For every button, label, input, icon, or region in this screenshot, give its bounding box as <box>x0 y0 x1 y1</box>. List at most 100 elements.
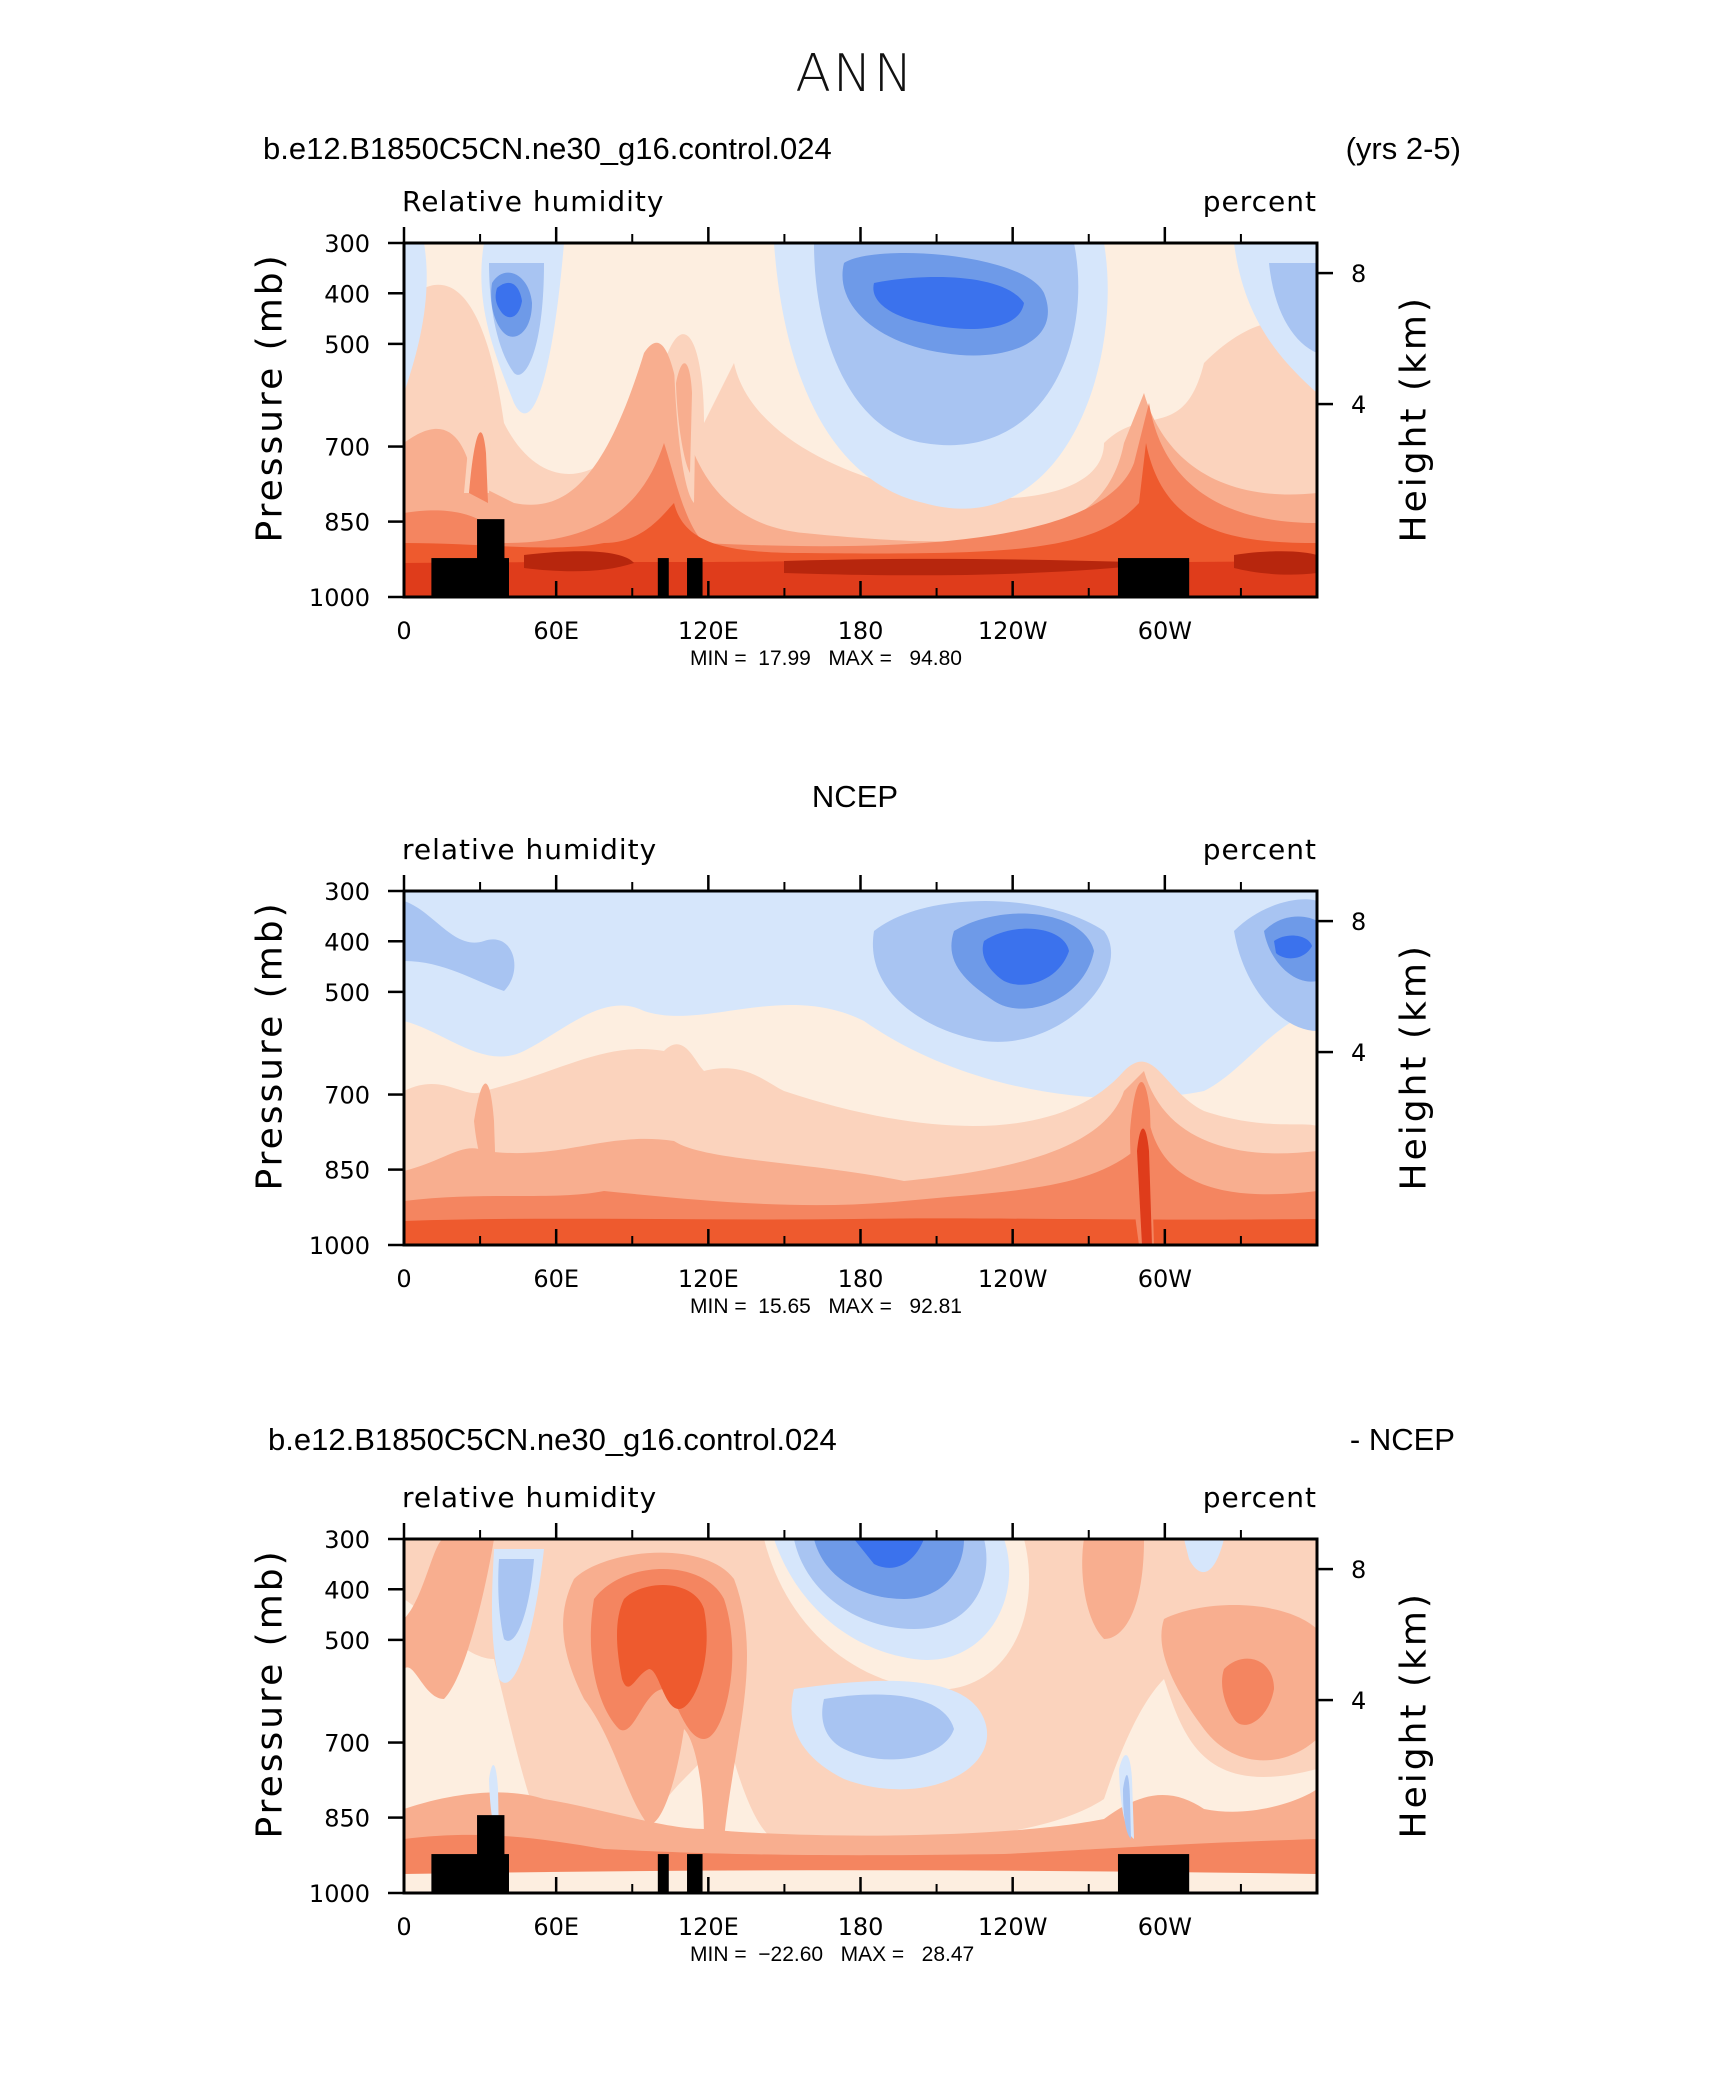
contour-region <box>676 363 692 473</box>
contour-region <box>495 282 522 318</box>
x-tick-label: 0 <box>396 1913 411 1936</box>
topography-mask <box>657 558 669 598</box>
units-label: percent <box>1202 1481 1317 1514</box>
topography-mask <box>687 558 703 598</box>
y-axis-title-right: Height (km) <box>1393 1591 1435 1839</box>
min-max-readout: MIN = −22.60 MAX = 28.47 <box>690 1943 975 1966</box>
chart-panel-2: NCEP relative humidity percent 0 60E 120E 180 1… <box>0 648 1710 1318</box>
x-tick-label: 180 <box>838 617 884 640</box>
contour-region <box>498 1559 534 1641</box>
contour-region <box>1274 935 1312 959</box>
contour-region <box>854 1539 924 1568</box>
variable-label: relative humidity <box>402 1481 658 1514</box>
min-max-readout: MIN = 15.65 MAX = 92.81 <box>690 1295 962 1318</box>
panel-header-right: - NCEP <box>1349 1422 1455 1457</box>
y-tick-label: 400 <box>324 1576 370 1604</box>
y-tick-label: 300 <box>324 878 370 906</box>
y-tick-label: 400 <box>324 928 370 956</box>
y-tick-label: 500 <box>324 979 370 1007</box>
x-tick-label: 60W <box>1138 1265 1192 1288</box>
min-max-readout: MIN = 17.99 MAX = 94.80 <box>690 647 962 670</box>
y-tick-label: 300 <box>324 1526 370 1554</box>
contour-region <box>404 1599 1317 1893</box>
contour-region <box>404 243 427 393</box>
contour-region <box>1222 1658 1274 1725</box>
topography-mask <box>477 519 505 598</box>
y-tick-label: 850 <box>324 1157 370 1185</box>
x-tick-label: 120W <box>978 617 1048 640</box>
x-tick-label: 60E <box>533 1913 579 1936</box>
y-tick-label: 1000 <box>309 584 370 612</box>
y-tick-label: 850 <box>324 1805 370 1833</box>
y-tick-label: 1000 <box>309 1232 370 1260</box>
topography-mask <box>687 1854 703 1894</box>
panel-header-left: b.e12.B1850C5CN.ne30_g16.control.024 <box>263 131 832 166</box>
y-axis-title-right: Height (km) <box>1393 295 1435 543</box>
panel-header-right: (yrs 2-5) <box>1345 131 1461 166</box>
contour-region <box>982 928 1069 985</box>
y-axis-title-right: Height (km) <box>1393 943 1435 1191</box>
x-tick-label: 60W <box>1138 617 1192 640</box>
contour-region <box>617 1585 707 1709</box>
x-tick-label: 0 <box>396 1265 411 1288</box>
topography-mask <box>657 1854 669 1894</box>
contour-region <box>822 1694 954 1760</box>
contour-field <box>404 891 1317 1245</box>
topography-mask <box>477 1815 505 1894</box>
contour-region <box>1082 1539 1144 1639</box>
y-tick-label: 850 <box>324 509 370 537</box>
contour-field <box>404 1539 1317 1893</box>
chart-svg: 060E120E180120W60W3004005007008501000845… <box>309 875 1366 1288</box>
contour-region <box>1184 1539 1224 1573</box>
y-tick-label: 700 <box>324 1730 370 1758</box>
y-axis-title: Pressure (mb) <box>249 1548 291 1839</box>
units-label: percent <box>1202 185 1317 218</box>
x-tick-label: 120E <box>678 1265 739 1288</box>
chart-svg: 060E120E180120W60W3004005007008501000845… <box>309 227 1366 640</box>
contour-region <box>469 432 488 503</box>
y-tick-label: 300 <box>324 230 370 258</box>
y-axis-title: Pressure (mb) <box>249 900 291 1191</box>
x-tick-label: 60E <box>533 1265 579 1288</box>
panel-header-center: NCEP <box>811 779 899 814</box>
topography-mask <box>1117 558 1190 598</box>
contour-region <box>524 551 1317 576</box>
x-tick-label: 180 <box>838 1913 884 1936</box>
contour-region <box>873 277 1024 329</box>
contour-field <box>404 243 1317 597</box>
contour-region <box>474 1083 496 1181</box>
contour-region <box>1137 1128 1152 1245</box>
y-axis-title: Pressure (mb) <box>249 252 291 543</box>
contour-region <box>404 901 515 991</box>
y-tick-label: 500 <box>324 331 370 359</box>
y-tick-label: 400 <box>324 280 370 308</box>
chart-panel-3: b.e12.B1850C5CN.ne30_g16.control.024 - NC… <box>0 1296 1710 1966</box>
topography-mask <box>1117 1854 1190 1894</box>
y-tick-label: 700 <box>324 434 370 462</box>
x-tick-label: 120E <box>678 1913 739 1936</box>
y-right-tick-label: 8 <box>1351 908 1366 936</box>
contour-region <box>404 443 1317 597</box>
x-tick-label: 120W <box>978 1913 1048 1936</box>
y-tick-label: 500 <box>324 1627 370 1655</box>
y-right-tick-label: 8 <box>1351 260 1366 288</box>
chart-panel-1: b.e12.B1850C5CN.ne30_g16.control.024 (yrs… <box>0 0 1710 670</box>
page-title: ANN <box>795 44 915 104</box>
y-right-tick-label: 4 <box>1351 1687 1366 1715</box>
x-tick-label: 60W <box>1138 1913 1192 1936</box>
x-tick-label: 0 <box>396 617 411 640</box>
variable-label: relative humidity <box>402 833 658 866</box>
x-tick-label: 120E <box>678 617 739 640</box>
y-tick-label: 700 <box>324 1082 370 1110</box>
contour-region <box>1269 263 1317 353</box>
contour-region <box>404 1121 1317 1245</box>
y-right-tick-label: 4 <box>1351 1039 1366 1067</box>
panel-header-left: b.e12.B1850C5CN.ne30_g16.control.024 <box>268 1422 837 1457</box>
x-tick-label: 120W <box>978 1265 1048 1288</box>
units-label: percent <box>1202 833 1317 866</box>
y-right-tick-label: 4 <box>1351 391 1366 419</box>
x-tick-label: 60E <box>533 617 579 640</box>
y-right-tick-label: 8 <box>1351 1556 1366 1584</box>
x-tick-label: 180 <box>838 1265 884 1288</box>
contour-region <box>814 1539 964 1599</box>
